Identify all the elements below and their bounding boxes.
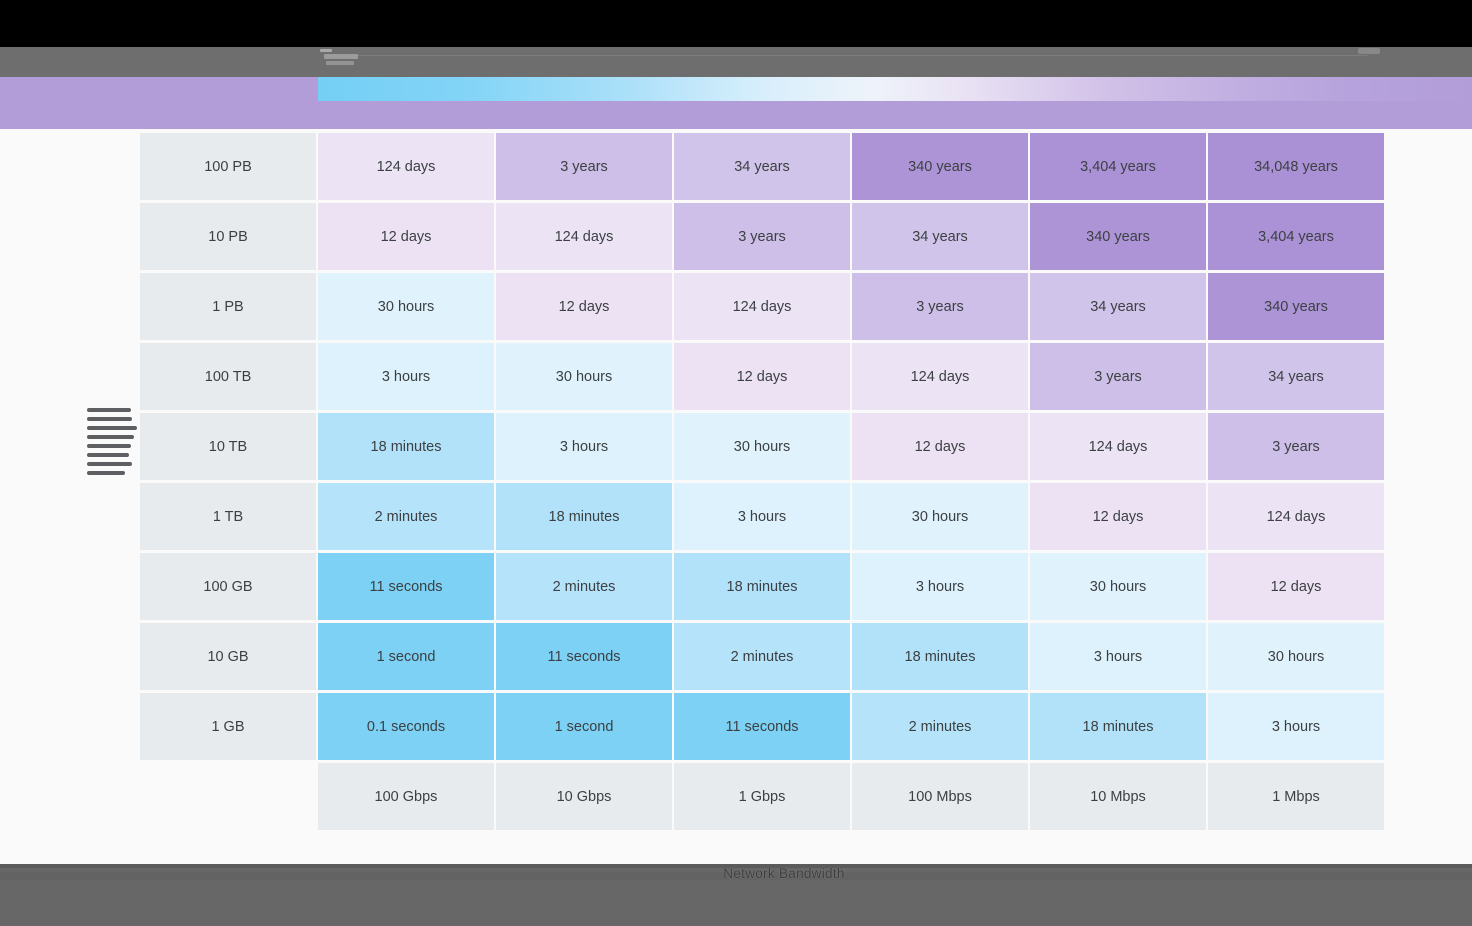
row-label: 10 PB xyxy=(140,203,316,270)
heatmap-cell: 18 minutes xyxy=(318,413,494,480)
heatmap-cell: 34 years xyxy=(1208,343,1384,410)
heatmap-cell: 30 hours xyxy=(1030,553,1206,620)
heatmap-cell: 18 minutes xyxy=(1030,693,1206,760)
row-label: 1 GB xyxy=(140,693,316,760)
row-label: 100 PB xyxy=(140,133,316,200)
heatmap-cell: 3 years xyxy=(1030,343,1206,410)
heatmap-cell: 124 days xyxy=(852,343,1028,410)
footer-divider-2 xyxy=(0,872,1472,880)
heatmap-cell: 2 minutes xyxy=(496,553,672,620)
heatmap-cell: 12 days xyxy=(674,343,850,410)
footer-divider xyxy=(0,864,1472,868)
heatmap-cell: 12 days xyxy=(496,273,672,340)
transfer-time-heatmap: 100 PB 124 days 3 years 34 years 340 years 3,… xyxy=(140,133,1384,830)
x-axis-label: Network Bandwidth xyxy=(723,866,845,881)
heatmap-cell: 3 hours xyxy=(1030,623,1206,690)
column-label: 100 Mbps xyxy=(852,763,1028,830)
column-label: 10 Gbps xyxy=(496,763,672,830)
heatmap-cell: 2 minutes xyxy=(852,693,1028,760)
heatmap-cell: 124 days xyxy=(1030,413,1206,480)
heatmap-cell: 34 years xyxy=(674,133,850,200)
y-axis-label-illegible xyxy=(87,408,137,484)
heatmap-cell: 340 years xyxy=(1208,273,1384,340)
toolbar-divider xyxy=(355,55,1368,56)
row-label: 10 GB xyxy=(140,623,316,690)
row-label: 100 TB xyxy=(140,343,316,410)
column-label: 1 Gbps xyxy=(674,763,850,830)
heatmap-cell: 11 seconds xyxy=(674,693,850,760)
column-label: 100 Gbps xyxy=(318,763,494,830)
color-scale-legend-gradient xyxy=(318,77,1472,101)
heatmap-cell: 30 hours xyxy=(852,483,1028,550)
heatmap-cell: 340 years xyxy=(852,133,1028,200)
heatmap-cell: 2 minutes xyxy=(674,623,850,690)
heatmap-cell: 124 days xyxy=(318,133,494,200)
heatmap-cell: 3 years xyxy=(496,133,672,200)
heatmap-cell: 3 hours xyxy=(1208,693,1384,760)
heatmap-cell: 18 minutes xyxy=(852,623,1028,690)
heatmap-cell: 3,404 years xyxy=(1208,203,1384,270)
heatmap-cell: 12 days xyxy=(1030,483,1206,550)
heatmap-cell: 0.1 seconds xyxy=(318,693,494,760)
heatmap-cell: 34 years xyxy=(852,203,1028,270)
footer-bar: Network Bandwidth xyxy=(0,864,1472,926)
heatmap-cell: 3 hours xyxy=(852,553,1028,620)
toolbar-illegible-text xyxy=(318,47,366,69)
heatmap-cell: 340 years xyxy=(1030,203,1206,270)
toolbar xyxy=(0,47,1472,77)
column-label: 10 Mbps xyxy=(1030,763,1206,830)
heatmap-cell: 18 minutes xyxy=(674,553,850,620)
heatmap-cell: 1 second xyxy=(496,693,672,760)
heatmap-cell: 3 hours xyxy=(496,413,672,480)
heatmap-cell: 124 days xyxy=(496,203,672,270)
heatmap-cell: 3 years xyxy=(1208,413,1384,480)
row-label: 10 TB xyxy=(140,413,316,480)
heatmap-cell: 3 years xyxy=(674,203,850,270)
heatmap-cell: 2 minutes xyxy=(318,483,494,550)
heatmap-cell: 30 hours xyxy=(496,343,672,410)
heatmap-cell: 30 hours xyxy=(674,413,850,480)
heatmap-cell: 11 seconds xyxy=(318,553,494,620)
heatmap-cell: 3 hours xyxy=(674,483,850,550)
axis-corner-spacer xyxy=(140,763,316,830)
row-label: 1 PB xyxy=(140,273,316,340)
heatmap-cell: 124 days xyxy=(1208,483,1384,550)
heatmap-cell: 34,048 years xyxy=(1208,133,1384,200)
heatmap-cell: 30 hours xyxy=(1208,623,1384,690)
column-label: 1 Mbps xyxy=(1208,763,1384,830)
heatmap-cell: 12 days xyxy=(852,413,1028,480)
row-label: 100 GB xyxy=(140,553,316,620)
toolbar-mark-icon xyxy=(1358,48,1380,54)
heatmap-cell: 12 days xyxy=(318,203,494,270)
heatmap-cell: 11 seconds xyxy=(496,623,672,690)
heatmap-cell: 124 days xyxy=(674,273,850,340)
heatmap-cell: 34 years xyxy=(1030,273,1206,340)
heatmap-cell: 12 days xyxy=(1208,553,1384,620)
heatmap-cell: 3 hours xyxy=(318,343,494,410)
heatmap-cell: 1 second xyxy=(318,623,494,690)
heatmap-cell: 30 hours xyxy=(318,273,494,340)
heatmap-cell: 18 minutes xyxy=(496,483,672,550)
row-label: 1 TB xyxy=(140,483,316,550)
heatmap-cell: 3 years xyxy=(852,273,1028,340)
window-title-bar xyxy=(0,0,1472,47)
heatmap-cell: 3,404 years xyxy=(1030,133,1206,200)
